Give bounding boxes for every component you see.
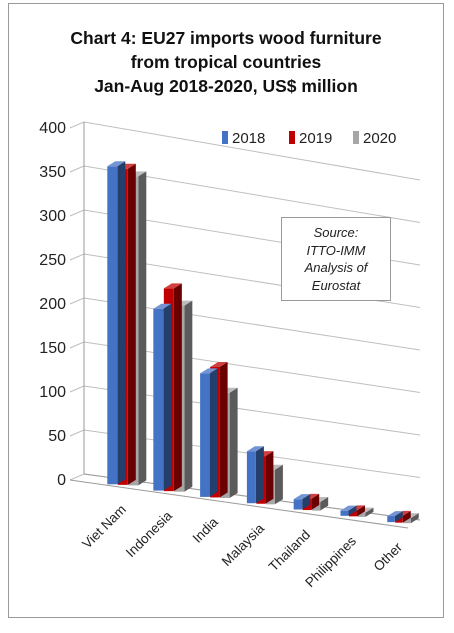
legend-label: 2018 xyxy=(232,130,265,147)
bar xyxy=(340,510,349,516)
y-tick-label: 100 xyxy=(39,384,66,401)
bar-side xyxy=(229,387,238,499)
y-tick-label: 0 xyxy=(57,472,66,489)
x-tick-label: Indonesia xyxy=(123,508,175,560)
chart-title: Chart 4: EU27 imports wood furniture fro… xyxy=(8,26,444,98)
bar-top xyxy=(387,511,403,517)
source-annotation: Source: ITTO-IMM Analysis of Eurostat xyxy=(281,217,391,301)
legend-label: 2020 xyxy=(363,130,396,147)
floor-front-line xyxy=(69,479,409,529)
bar-side xyxy=(356,505,365,517)
bar-side xyxy=(311,493,320,511)
bar-side xyxy=(173,283,182,492)
x-tick-label: Malaysia xyxy=(219,520,268,569)
chart-title-line-1: Chart 4: EU27 imports wood furniture xyxy=(70,28,382,48)
bar-top xyxy=(210,361,228,367)
bar-side xyxy=(265,451,274,504)
bar-top xyxy=(163,283,182,289)
y-tick-label: 300 xyxy=(39,208,66,225)
gridline-side xyxy=(69,165,85,173)
x-tick-label: Thailand xyxy=(266,527,313,574)
source-line-4: Eurostat xyxy=(311,277,361,293)
bar-side xyxy=(394,511,403,523)
bar-side xyxy=(410,513,419,524)
y-tick-label: 150 xyxy=(39,340,66,357)
bar-side xyxy=(219,361,228,498)
bar-side xyxy=(365,507,374,517)
legend-label: 2019 xyxy=(299,130,332,147)
chart-title-line-3: Jan-Aug 2018-2020, US$ million xyxy=(94,76,358,96)
gridline-side xyxy=(69,253,85,261)
bar-top xyxy=(340,505,357,511)
source-line-3: Analysis of xyxy=(304,260,368,275)
y-tick-label: 400 xyxy=(39,120,66,137)
y-tick-label: 350 xyxy=(39,164,66,181)
x-tick-label: Viet Nam xyxy=(79,502,129,552)
bar-top xyxy=(200,368,218,374)
bar-side xyxy=(117,161,126,485)
legend-swatch xyxy=(289,131,295,144)
gridline-side xyxy=(69,473,85,481)
bar xyxy=(348,510,357,517)
bar-side xyxy=(184,300,193,492)
bar-side xyxy=(163,303,172,491)
bar xyxy=(107,166,118,485)
gridline-side xyxy=(69,209,85,217)
chart-title-line-2: from tropical countries xyxy=(130,52,322,72)
gridline-side xyxy=(69,429,85,437)
bar-top xyxy=(107,161,126,167)
bar-top xyxy=(153,303,172,309)
bar xyxy=(293,499,303,510)
gridline-side xyxy=(69,341,85,349)
bar xyxy=(200,373,210,497)
legend-swatch xyxy=(222,131,228,144)
gridline-side xyxy=(69,121,85,129)
bar-side xyxy=(402,510,411,523)
bar-side xyxy=(127,163,136,485)
legend-swatch xyxy=(353,131,359,144)
bar-side xyxy=(255,446,264,504)
bar xyxy=(153,308,164,491)
source-line-2: ITTO-IMM xyxy=(306,242,366,258)
bar-side xyxy=(302,494,311,510)
bar xyxy=(403,518,411,524)
bar-side xyxy=(274,464,283,505)
gridline-side xyxy=(69,297,85,305)
y-tick-label: 250 xyxy=(39,252,66,269)
bar-side xyxy=(320,496,329,511)
y-tick-label: 50 xyxy=(48,428,66,445)
x-tick-label: India xyxy=(190,514,222,546)
bar xyxy=(246,451,256,504)
bar-top xyxy=(293,494,311,500)
bar-side xyxy=(348,505,357,516)
bar-side xyxy=(209,368,218,497)
x-tick-label: Other xyxy=(371,539,406,574)
gridline-side xyxy=(69,385,85,393)
x-tick-label: Philippines xyxy=(302,533,359,590)
bar-top xyxy=(246,446,264,452)
bar xyxy=(357,512,366,517)
bar xyxy=(387,516,395,523)
bar-side xyxy=(138,171,147,486)
source-line-1: Source: xyxy=(313,225,359,240)
gridline xyxy=(83,121,421,181)
y-tick-label: 200 xyxy=(39,296,66,313)
